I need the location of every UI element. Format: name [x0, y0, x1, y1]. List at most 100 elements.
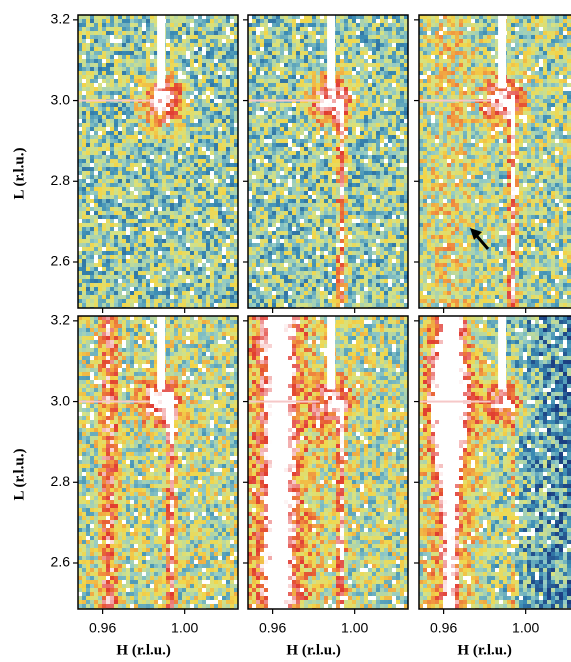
pixel [174, 231, 178, 235]
pixel [268, 211, 272, 215]
pixel [174, 95, 178, 99]
pixel [86, 251, 90, 255]
pixel [280, 91, 284, 95]
pixel [360, 63, 364, 67]
pixel [126, 103, 130, 107]
pixel [272, 75, 276, 79]
pixel [376, 75, 380, 79]
pixel [312, 83, 316, 87]
pixel [82, 175, 86, 179]
pixel [190, 23, 194, 27]
pixel [230, 271, 234, 275]
pixel [90, 255, 94, 259]
pixel [86, 19, 90, 23]
pixel [138, 103, 142, 107]
pixel [272, 123, 276, 127]
pixel [280, 143, 284, 147]
pixel [308, 19, 312, 23]
pixel [400, 27, 404, 31]
pixel [202, 79, 206, 83]
pixel [134, 299, 138, 303]
pixel [230, 275, 234, 279]
pixel [316, 131, 320, 135]
pixel [264, 75, 268, 79]
pixel [130, 95, 134, 99]
pixel [82, 111, 86, 115]
pixel [288, 127, 292, 131]
pixel [388, 51, 392, 55]
pixel [230, 103, 234, 107]
pixel [260, 103, 264, 107]
pixel [214, 67, 218, 71]
pixel [304, 171, 308, 175]
pixel [344, 47, 348, 51]
pixel [388, 175, 392, 179]
pixel [158, 203, 162, 207]
pixel [276, 207, 280, 211]
pixel [304, 55, 308, 59]
pixel [186, 47, 190, 51]
pixel [174, 75, 178, 79]
pixel [336, 139, 340, 143]
pixel [154, 275, 158, 279]
pixel [226, 191, 230, 195]
pixel [372, 31, 376, 35]
pixel [114, 75, 118, 79]
pixel [114, 115, 118, 119]
pixel [392, 163, 396, 167]
pixel [90, 171, 94, 175]
pixel [166, 83, 170, 87]
pixel [344, 83, 348, 87]
pixel [264, 211, 268, 215]
pixel [194, 187, 198, 191]
pixel [206, 99, 210, 103]
pixel [206, 151, 210, 155]
pixel [122, 279, 126, 283]
pixel [186, 103, 190, 107]
pixel [118, 295, 122, 299]
pixel [340, 127, 344, 131]
pixel [90, 239, 94, 243]
pixel [202, 167, 206, 171]
pixel [210, 155, 214, 159]
pixel [296, 119, 300, 123]
pixel [218, 271, 222, 275]
pixel [102, 279, 106, 283]
pixel [158, 151, 162, 155]
pixel [194, 275, 198, 279]
pixel [226, 99, 230, 103]
pixel [186, 167, 190, 171]
pixel [214, 283, 218, 287]
pixel [372, 175, 376, 179]
pixel [316, 111, 320, 115]
pixel [226, 299, 230, 303]
pixel [162, 227, 166, 231]
pixel [312, 95, 316, 99]
pixel [352, 187, 356, 191]
pixel [388, 143, 392, 147]
pixel [82, 283, 86, 287]
pixel [292, 159, 296, 163]
pixel [158, 199, 162, 203]
pixel [90, 159, 94, 163]
pixel [276, 23, 280, 27]
pixel [360, 127, 364, 131]
pixel [198, 103, 202, 107]
pixel [300, 47, 304, 51]
pixel [222, 115, 226, 119]
pixel [280, 191, 284, 195]
pixel [356, 143, 360, 147]
pixel [292, 175, 296, 179]
pixel [368, 155, 372, 159]
pixel [186, 207, 190, 211]
pixel [174, 107, 178, 111]
pixel [158, 195, 162, 199]
pixel [118, 267, 122, 271]
pixel [260, 67, 264, 71]
pixel [336, 59, 340, 63]
pixel [300, 63, 304, 67]
pixel [256, 151, 260, 155]
pixel [94, 119, 98, 123]
pixel [162, 119, 166, 123]
pixel [186, 299, 190, 303]
